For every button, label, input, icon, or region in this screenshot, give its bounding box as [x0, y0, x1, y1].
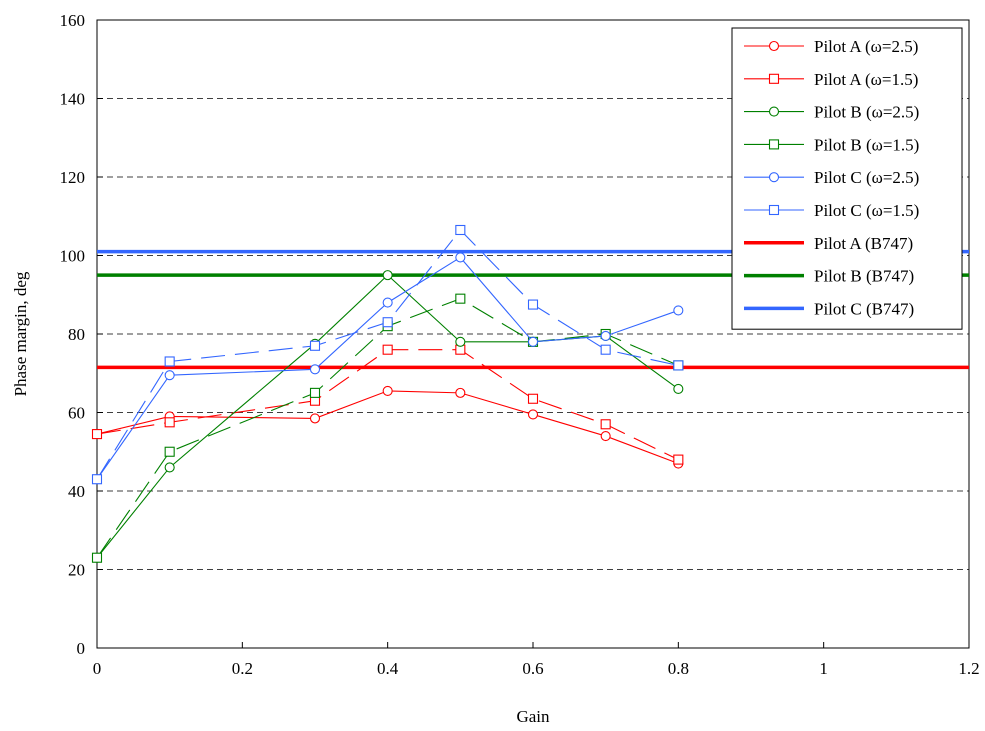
circle-marker: [455, 336, 466, 347]
x-tick-label: 0.2: [232, 659, 253, 678]
circle-marker: [309, 413, 321, 424]
series-line: [96, 256, 679, 480]
circle-marker: [164, 370, 175, 381]
legend-entry[interactable]: Pilot A (ω=1.5): [744, 70, 918, 89]
circle-marker: [164, 462, 175, 473]
square-marker: [768, 73, 780, 84]
circle-marker: [600, 430, 611, 442]
square-marker: [600, 419, 611, 430]
circle-marker: [455, 252, 466, 263]
square-marker: [455, 224, 466, 236]
square-marker: [91, 429, 103, 440]
circle-marker: [527, 336, 539, 347]
square-marker: [768, 139, 780, 150]
series-group: [91, 224, 684, 485]
legend-label: Pilot A (B747): [814, 234, 913, 253]
x-tick-label: 0: [93, 659, 102, 678]
circle-marker: [768, 172, 780, 183]
y-tick-label: 80: [68, 325, 85, 344]
legend-entry[interactable]: Pilot C (B747): [744, 299, 914, 318]
axes: 0 20 40 60 80 100 120 140 160 0 0.2 0.4 0.6 0.8 1 1.2: [60, 11, 980, 678]
legend-label: Pilot B (ω=1.5): [814, 135, 919, 154]
y-tick-label: 120: [60, 168, 86, 187]
legend-label: Pilot C (B747): [814, 299, 914, 318]
legend[interactable]: Pilot A (ω=2.5) Pilot A (ω=1.5) Pilot B (ω…: [731, 27, 963, 330]
square-marker: [91, 474, 103, 485]
square-marker: [309, 387, 321, 398]
circle-marker: [673, 383, 684, 395]
legend-entry[interactable]: Pilot A (B747): [744, 234, 913, 253]
square-marker: [164, 446, 175, 457]
circle-marker: [382, 297, 393, 308]
series-layer: [91, 224, 684, 563]
series-line: [96, 349, 679, 461]
y-axis-title: Phase margin, deg: [11, 271, 30, 396]
circle-marker: [768, 40, 780, 52]
x-tick-label: 1: [819, 659, 828, 678]
square-marker: [527, 393, 539, 404]
legend-entry[interactable]: Pilot A (ω=2.5): [744, 37, 918, 56]
square-marker: [673, 360, 684, 371]
legend-label: Pilot B (B747): [814, 267, 914, 286]
legend-label: Pilot A (ω=2.5): [814, 37, 918, 56]
square-marker: [768, 204, 780, 216]
y-tick-label: 140: [60, 90, 86, 109]
y-tick-label: 100: [60, 247, 86, 266]
x-tick-label: 0.6: [522, 659, 543, 678]
square-marker: [600, 344, 611, 355]
y-tick-label: 60: [68, 404, 85, 423]
circle-marker: [673, 305, 684, 316]
circle-marker: [455, 387, 466, 398]
series-line: [96, 229, 679, 480]
legend-label: Pilot C (ω=2.5): [814, 168, 919, 187]
circle-marker: [600, 330, 611, 342]
series-group: [91, 344, 684, 465]
y-tick-label: 40: [68, 482, 85, 501]
legend-entry[interactable]: Pilot C (ω=1.5): [744, 201, 919, 220]
square-marker: [382, 317, 393, 328]
square-marker: [164, 356, 175, 367]
circle-marker: [382, 270, 393, 281]
y-tick-label: 0: [77, 639, 86, 658]
square-marker: [527, 299, 539, 310]
legend-label: Pilot A (ω=1.5): [814, 70, 918, 89]
square-marker: [309, 340, 321, 351]
square-marker: [455, 293, 466, 304]
legend-entry[interactable]: Pilot B (B747): [744, 267, 914, 286]
y-tick-label: 20: [68, 561, 85, 580]
circle-marker: [527, 409, 539, 420]
circle-marker: [382, 385, 393, 396]
square-marker: [91, 552, 103, 563]
square-marker: [382, 344, 393, 355]
x-tick-label: 0.8: [668, 659, 689, 678]
legend-entry[interactable]: Pilot B (ω=1.5): [744, 135, 919, 154]
y-tick-label: 160: [60, 11, 86, 30]
circle-marker: [309, 364, 321, 375]
x-tick-label: 1.2: [958, 659, 979, 678]
x-tick-label: 0.4: [377, 659, 399, 678]
legend-entry[interactable]: Pilot C (ω=2.5): [744, 168, 919, 187]
circle-marker: [768, 106, 780, 117]
series-line: [96, 298, 679, 559]
legend-label: Pilot B (ω=2.5): [814, 103, 919, 122]
x-axis-title: Gain: [516, 707, 550, 726]
series-line: [96, 390, 679, 465]
legend-label: Pilot C (ω=1.5): [814, 201, 919, 220]
legend-entry[interactable]: Pilot B (ω=2.5): [744, 103, 919, 122]
square-marker: [164, 417, 175, 428]
square-marker: [673, 454, 684, 465]
